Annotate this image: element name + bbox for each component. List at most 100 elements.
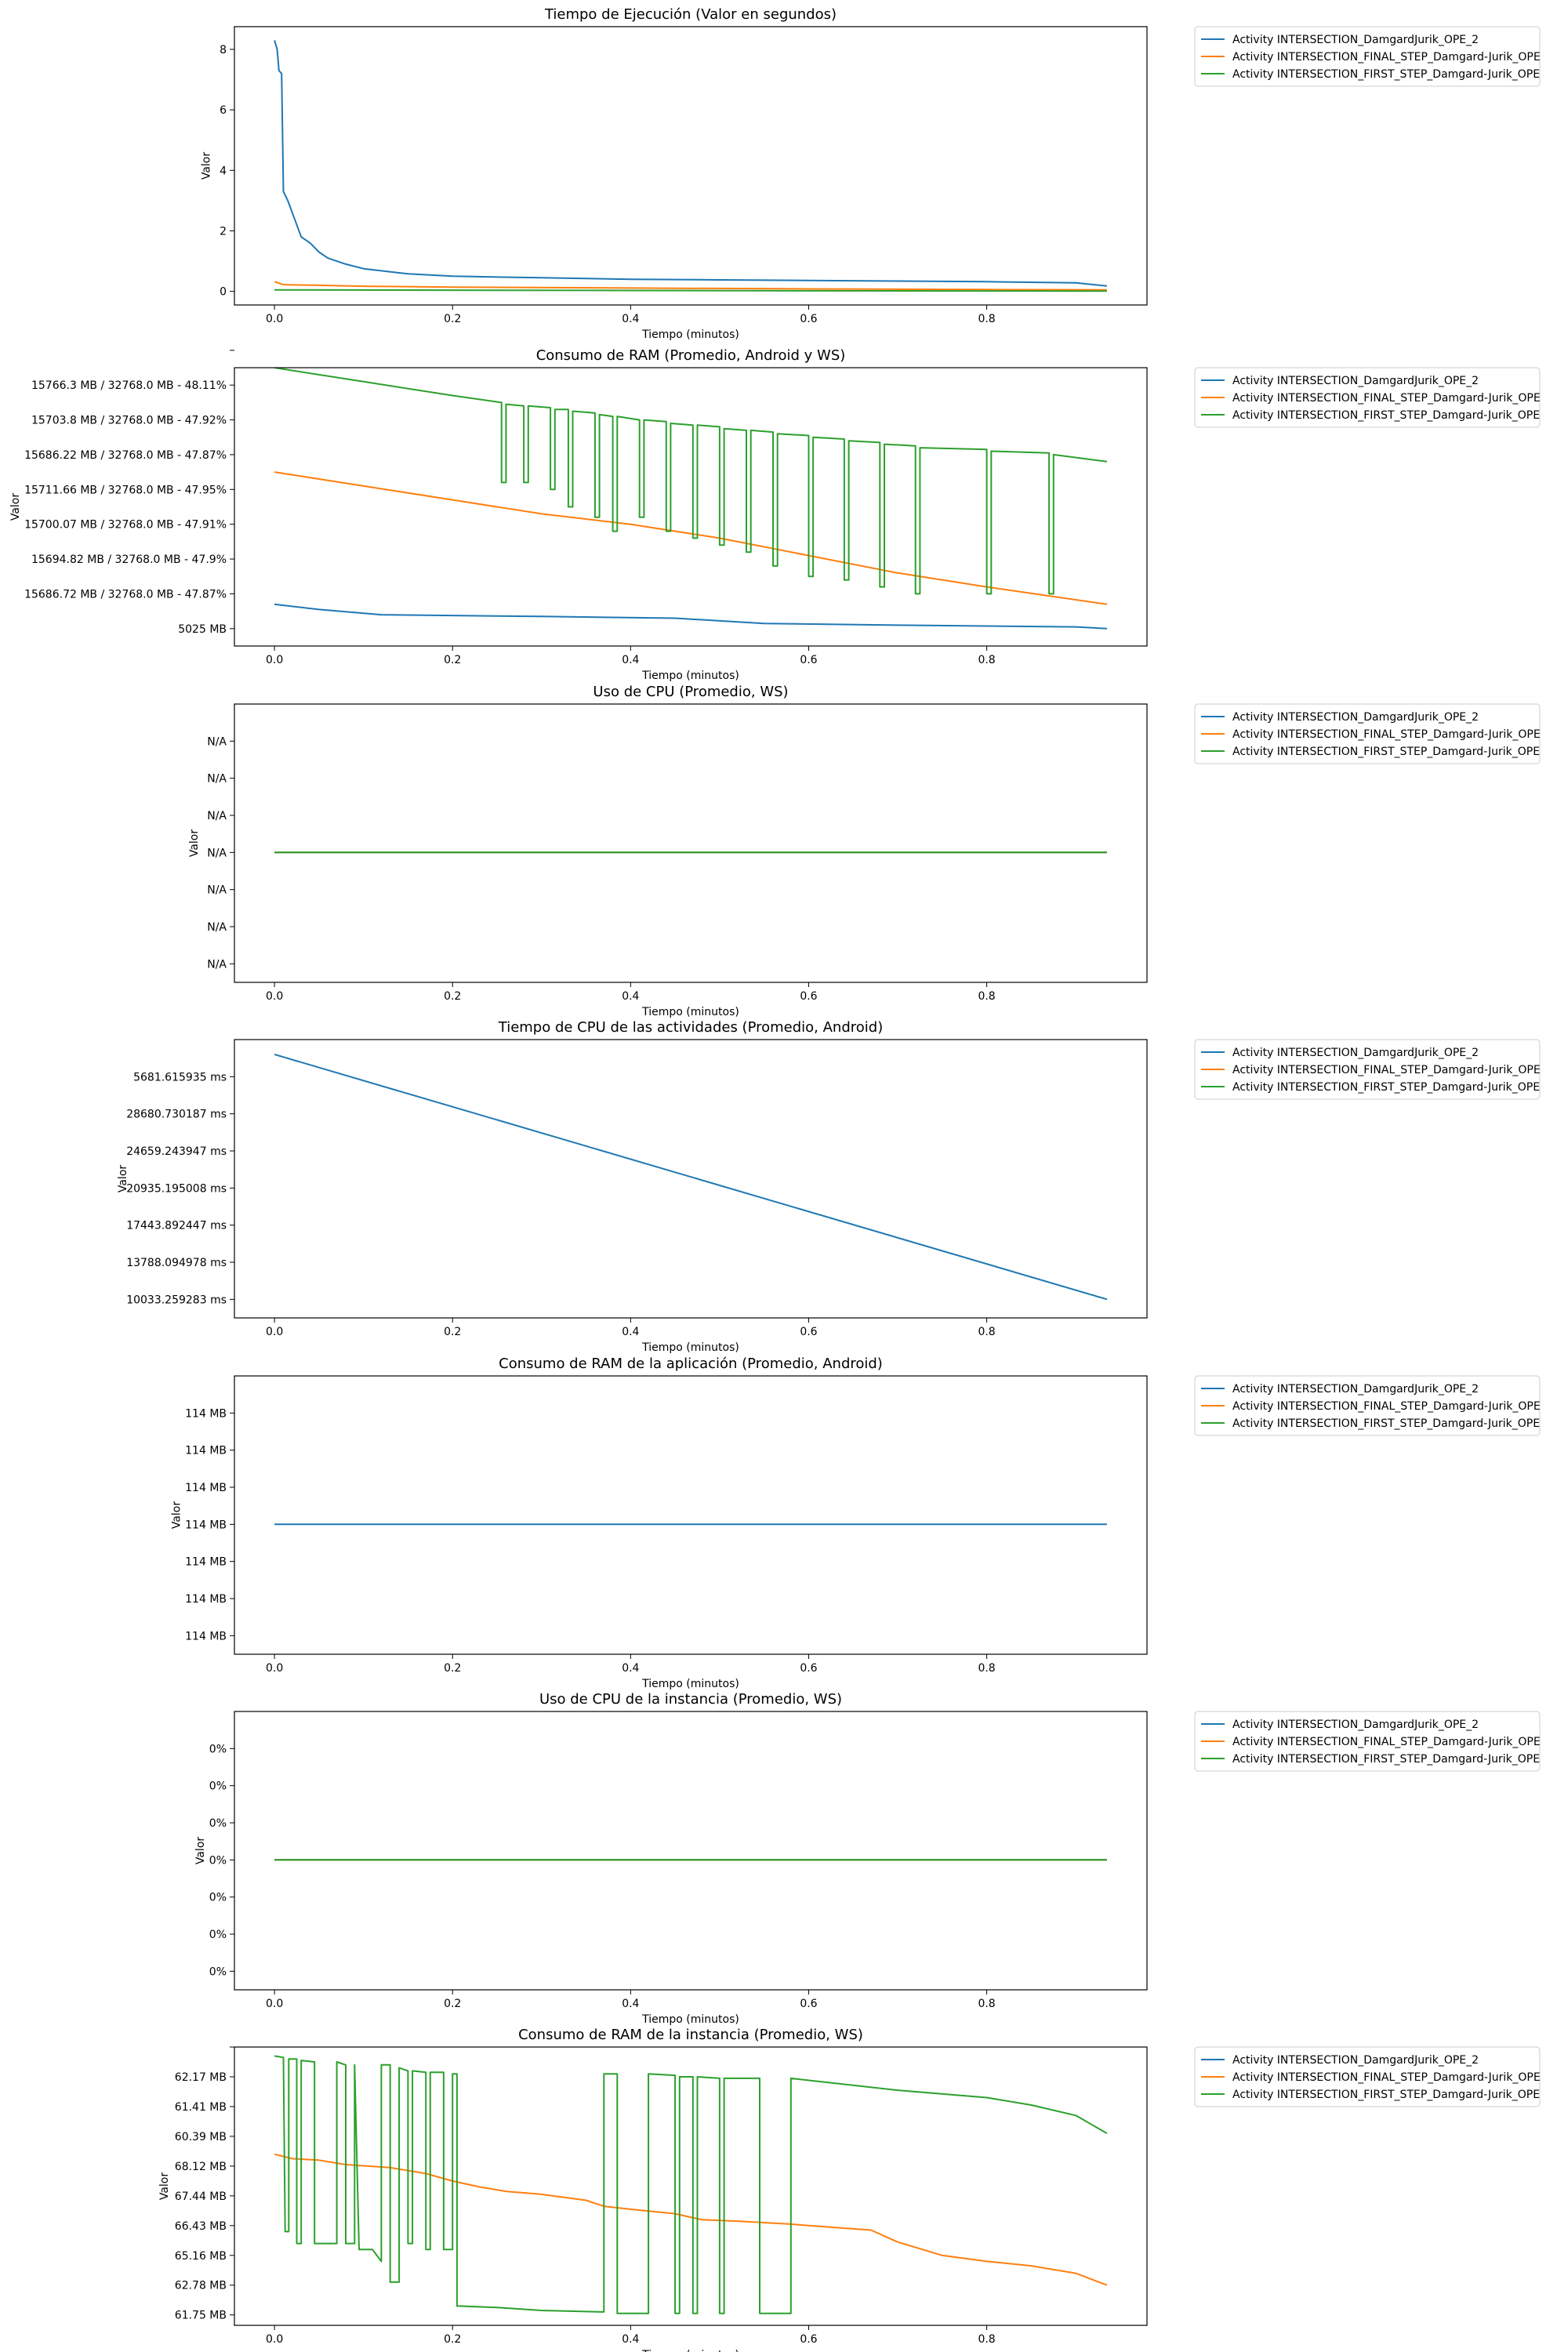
x-tick-label: 0.2 <box>444 990 461 1003</box>
y-axis-label: Valor <box>188 829 201 858</box>
y-tick-label: 67.44 MB <box>175 2190 227 2203</box>
chart-panel-2: Consumo de RAM (Promedio, Android y WS) 0… <box>9 347 1541 682</box>
x-tick-label: 0.8 <box>978 1662 995 1675</box>
x-tick-label: 0.6 <box>800 2333 817 2346</box>
legend-entry-label: Activity INTERSECTION_FIRST_STEP_Damgard… <box>1232 2089 1540 2101</box>
x-tick-label: 0.4 <box>622 1326 639 1338</box>
chart-title: Consumo de RAM de la instancia (Promedio… <box>518 2027 863 2043</box>
x-tick-label: 0.6 <box>800 1326 817 1338</box>
y-tick-label: 114 MB <box>185 1630 227 1642</box>
legend-entry-label: Activity INTERSECTION_FINAL_STEP_Damgard… <box>1232 2071 1541 2084</box>
axes-frame <box>234 703 1148 983</box>
series-line-3 <box>274 289 1107 292</box>
x-tick-label: 0.6 <box>800 654 817 666</box>
x-tick-label: 0.6 <box>800 1998 817 2010</box>
chart-title: Consumo de RAM de la aplicación (Promedi… <box>499 1356 883 1372</box>
y-tick-label: 15700.07 MB / 32768.0 MB - 47.91% <box>24 519 227 532</box>
y-tick-label: N/A <box>207 921 227 934</box>
y-tick-label: 20935.195008 ms <box>126 1182 227 1195</box>
series-line-1 <box>274 603 1107 630</box>
y-tick-label: 24659.243947 ms <box>126 1145 227 1158</box>
x-tick-label: 0.2 <box>444 1998 461 2010</box>
x-tick-label: 0.0 <box>266 654 283 666</box>
x-tick-label: 0.2 <box>444 2333 461 2346</box>
y-axis-label: Valor <box>9 493 22 521</box>
y-tick-label: 61.75 MB <box>175 2310 227 2322</box>
series-line-1 <box>274 1053 1108 1301</box>
axes-frame <box>234 367 1148 647</box>
legend-entry-label: Activity INTERSECTION_DamgardJurik_OPE_2 <box>1232 711 1479 724</box>
x-axis-label: Tiempo (minutos) <box>641 2349 739 2352</box>
x-tick-label: 0.6 <box>800 1662 817 1675</box>
legend-entry-label: Activity INTERSECTION_DamgardJurik_OPE_2 <box>1232 1047 1479 1059</box>
legend: Activity INTERSECTION_DamgardJurik_OPE_2… <box>1194 2046 1541 2107</box>
x-tick-label: 0.0 <box>266 2333 283 2346</box>
y-axis-label: Valor <box>158 2172 171 2201</box>
legend-entry-label: Activity INTERSECTION_DamgardJurik_OPE_2 <box>1232 2054 1479 2067</box>
axes-frame <box>234 1711 1148 1991</box>
y-tick-label: 8 <box>220 44 227 56</box>
y-tick-label: 60.39 MB <box>175 2131 227 2143</box>
y-tick-label: 15703.8 MB / 32768.0 MB - 47.92% <box>31 415 227 427</box>
legend-entry-label: Activity INTERSECTION_FIRST_STEP_Damgard… <box>1232 1081 1540 1094</box>
y-axis-label: Valor <box>117 1165 129 1193</box>
legend-entry-label: Activity INTERSECTION_FINAL_STEP_Damgard… <box>1232 1064 1541 1076</box>
x-tick-label: 0.2 <box>444 1662 461 1675</box>
x-tick-label: 0.2 <box>444 313 461 325</box>
legend: Activity INTERSECTION_DamgardJurik_OPE_2… <box>1194 26 1541 87</box>
x-tick-label: 0.0 <box>266 990 283 1003</box>
x-axis-label: Tiempo (minutos) <box>641 1678 739 1690</box>
x-tick-label: 0.4 <box>622 2333 639 2346</box>
legend-entry-label: Activity INTERSECTION_FINAL_STEP_Damgard… <box>1232 728 1541 741</box>
legend: Activity INTERSECTION_DamgardJurik_OPE_2… <box>1194 1711 1541 1772</box>
y-tick-label: 0% <box>209 1965 227 1978</box>
legend-entry-label: Activity INTERSECTION_DamgardJurik_OPE_2 <box>1232 34 1479 46</box>
y-tick-label: 0% <box>209 1892 227 1904</box>
y-tick-label: 114 MB <box>185 1482 227 1494</box>
y-tick-label: 5025 MB <box>178 623 227 636</box>
x-tick-label: 0.0 <box>266 1326 283 1338</box>
y-tick-label: N/A <box>207 847 227 859</box>
y-tick-label: 2 <box>220 225 227 238</box>
y-tick-label: 0 <box>220 286 227 299</box>
legend-entry-label: Activity INTERSECTION_DamgardJurik_OPE_2 <box>1232 1383 1479 1396</box>
y-tick-label: 13788.094978 ms <box>126 1257 227 1269</box>
y-tick-label: 6 <box>220 104 227 117</box>
chart-title: Tiempo de CPU de las actividades (Promed… <box>498 1019 883 1036</box>
x-tick-label: 0.8 <box>978 654 995 666</box>
x-tick-label: 0.6 <box>800 313 817 325</box>
y-tick-label: 15711.66 MB / 32768.0 MB - 47.95% <box>24 484 227 496</box>
legend-entry-label: Activity INTERSECTION_FIRST_STEP_Damgard… <box>1232 68 1540 81</box>
x-axis-label: Tiempo (minutos) <box>641 328 739 341</box>
x-tick-label: 0.4 <box>622 313 639 325</box>
y-tick-label: 15686.22 MB / 32768.0 MB - 47.87% <box>24 449 227 462</box>
y-tick-label: 114 MB <box>185 1445 227 1457</box>
y-tick-label: 5681.615935 ms <box>133 1071 227 1083</box>
legend-entry-label: Activity INTERSECTION_FIRST_STEP_Damgard… <box>1232 409 1540 422</box>
x-tick-label: 0.4 <box>622 1998 639 2010</box>
legend-entry-label: Activity INTERSECTION_FINAL_STEP_Damgard… <box>1232 1400 1541 1413</box>
chart-panel-3: Uso de CPU (Promedio, WS) 0.0 0.2 0.4 0.6 0.8… <box>188 684 1541 1018</box>
legend-entry-label: Activity INTERSECTION_FIRST_STEP_Damgard… <box>1232 746 1540 758</box>
y-tick-label: 10033.259283 ms <box>126 1294 227 1306</box>
series-line-1 <box>274 40 1107 287</box>
y-tick-label: 62.78 MB <box>175 2280 227 2292</box>
chart-panel-1: Tiempo de Ejecución (Valor en segundos) 0… <box>200 6 1540 341</box>
legend: Activity INTERSECTION_DamgardJurik_OPE_2… <box>1194 1039 1541 1100</box>
y-tick-label: 114 MB <box>185 1407 227 1420</box>
y-tick-label: 15686.72 MB / 32768.0 MB - 47.87% <box>24 588 227 601</box>
series-line-2 <box>274 2055 1108 2314</box>
x-axis-label: Tiempo (minutos) <box>641 670 739 682</box>
y-tick-label: 61.41 MB <box>175 2101 227 2114</box>
x-tick-label: 0.0 <box>266 1662 283 1675</box>
y-tick-label: 62.17 MB <box>175 2071 227 2084</box>
chart-title: Consumo de RAM (Promedio, Android y WS) <box>536 347 846 364</box>
x-tick-label: 0.4 <box>622 654 639 666</box>
y-tick-label: 17443.892447 ms <box>126 1220 227 1232</box>
y-tick-label: 15694.82 MB / 32768.0 MB - 47.9% <box>31 554 227 566</box>
legend: Activity INTERSECTION_DamgardJurik_OPE_2… <box>1194 367 1541 428</box>
y-axis-label: Valor <box>200 152 212 180</box>
x-tick-label: 0.8 <box>978 990 995 1003</box>
x-tick-label: 0.8 <box>978 313 995 325</box>
